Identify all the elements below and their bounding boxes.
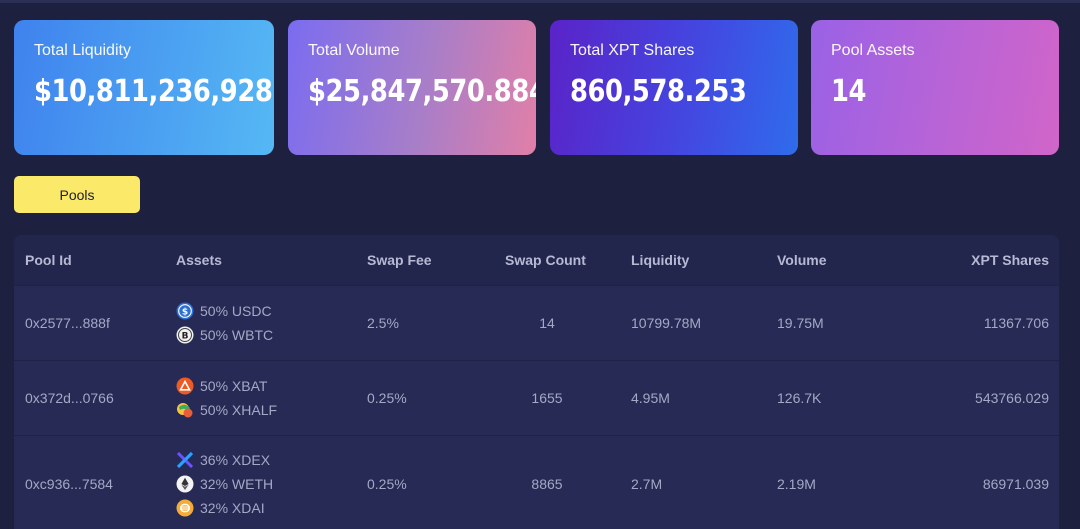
card-label: Pool Assets (831, 42, 915, 59)
swap-count: 8865 (531, 476, 563, 492)
swap-count: 1655 (531, 390, 563, 406)
table-row[interactable]: 0x372d...0766 50% XBAT 50% XHALF 0.25% 1… (14, 360, 1059, 435)
usdc-icon: $ (176, 302, 194, 320)
total-xpt-shares-card: Total XPT Shares 860,578.253 (550, 20, 798, 155)
asset-label: 50% XHALF (200, 402, 278, 418)
header-liquidity[interactable]: Liquidity (631, 252, 690, 268)
card-value: $25,847,570.884 (308, 74, 536, 109)
asset-list: 36% XDEX 32% WETH 32% XDAI (176, 448, 273, 520)
asset-list: 50% XBAT 50% XHALF (176, 374, 277, 422)
wbtc-icon: B (176, 326, 194, 344)
asset-item: 32% XDAI (176, 496, 273, 520)
header-pool-id[interactable]: Pool Id (25, 252, 72, 268)
weth-icon (176, 475, 194, 493)
header-swap-fee[interactable]: Swap Fee (367, 252, 432, 268)
xpt-shares: 11367.706 (983, 315, 1049, 331)
asset-list: $ 50% USDC B 50% WBTC (176, 299, 273, 347)
card-label: Total XPT Shares (570, 42, 695, 59)
pools-table: Pool Id Assets Swap Fee Swap Count Liqui… (14, 235, 1059, 529)
volume: 2.19M (777, 476, 816, 492)
header-assets[interactable]: Assets (176, 252, 222, 268)
svg-text:$: $ (182, 307, 188, 317)
card-label: Total Volume (308, 42, 400, 59)
volume: 19.75M (777, 315, 824, 331)
asset-label: 32% WETH (200, 476, 274, 492)
asset-label: 36% XDEX (200, 452, 271, 468)
card-value: 860,578.253 (570, 74, 747, 109)
liquidity: 4.95M (631, 390, 670, 406)
xbat-icon (176, 377, 194, 395)
total-volume-card: Total Volume $25,847,570.884 (288, 20, 536, 155)
asset-item: 50% XBAT (176, 374, 277, 398)
table-row[interactable]: 0x2577...888f $ 50% USDC B 50% WBTC 2.5%… (14, 285, 1059, 360)
asset-item: 36% XDEX (176, 448, 273, 472)
pool-assets-card: Pool Assets 14 (811, 20, 1059, 155)
xdai-icon (176, 499, 194, 517)
asset-label: 50% XBAT (200, 378, 268, 394)
pool-id[interactable]: 0x2577...888f (25, 315, 110, 331)
xdex-icon (176, 451, 194, 469)
pool-id[interactable]: 0xc936...7584 (25, 476, 113, 492)
svg-text:B: B (182, 331, 189, 341)
pools-button[interactable]: Pools (14, 176, 140, 213)
volume: 126.7K (777, 390, 822, 406)
liquidity: 2.7M (631, 476, 663, 492)
header-volume[interactable]: Volume (777, 252, 827, 268)
asset-label: 50% WBTC (200, 327, 274, 343)
asset-label: 50% USDC (200, 303, 272, 319)
table-row[interactable]: 0xc936...7584 36% XDEX 32% WETH 32% XDAI… (14, 435, 1059, 529)
swap-fee: 2.5% (367, 315, 399, 331)
xhalf-icon (177, 403, 193, 418)
xpt-shares: 543766.029 (975, 390, 1049, 406)
top-border (0, 0, 1080, 3)
pool-id[interactable]: 0x372d...0766 (25, 390, 114, 406)
card-value: $10,811,236,928.217 (34, 74, 274, 109)
xpt-shares: 86971.039 (982, 476, 1049, 492)
card-value: 14 (831, 74, 867, 109)
card-label: Total Liquidity (34, 42, 131, 59)
swap-fee: 0.25% (367, 476, 407, 492)
asset-item: B 50% WBTC (176, 323, 273, 347)
table-header: Pool Id Assets Swap Fee Swap Count Liqui… (14, 235, 1059, 285)
header-swap-count[interactable]: Swap Count (505, 252, 586, 268)
asset-item: 50% XHALF (176, 398, 277, 422)
header-xpt-shares[interactable]: XPT Shares (971, 252, 1049, 268)
total-liquidity-card: Total Liquidity $10,811,236,928.217 (14, 20, 274, 155)
asset-item: 32% WETH (176, 472, 273, 496)
asset-item: $ 50% USDC (176, 299, 273, 323)
swap-count: 14 (539, 315, 555, 331)
liquidity: 10799.78M (631, 315, 702, 331)
asset-label: 32% XDAI (200, 500, 265, 516)
swap-fee: 0.25% (367, 390, 407, 406)
